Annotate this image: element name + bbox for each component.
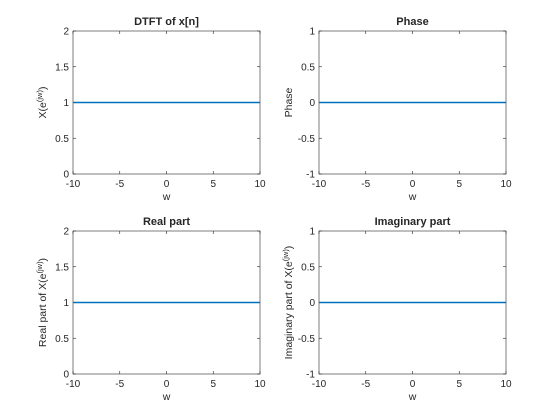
subplot-phase: Phase -10 -5 0 5 10 -1 -0.5 0 0.5 1 w Phase bbox=[283, 16, 512, 203]
y-tick-label: 2 bbox=[63, 27, 69, 38]
y-axis-label-base: X(e bbox=[37, 102, 49, 119]
x-tick-label: -10 bbox=[66, 379, 81, 390]
y-axis-label: X(e(jw)) bbox=[35, 87, 49, 119]
x-tick-label: 0 bbox=[164, 379, 170, 390]
y-axis-label: Imaginary part of X(e(jw)) bbox=[281, 246, 295, 360]
y-tick-label: 0 bbox=[309, 98, 315, 109]
y-axis-label-tail: ) bbox=[37, 258, 49, 262]
x-tick-label: 5 bbox=[210, 379, 216, 390]
y-tick-label: 0.5 bbox=[301, 262, 315, 273]
subplot-imaginary-part: Imaginary part -10 -5 0 5 10 -1 -0.5 0 0.5 1 w Imagi… bbox=[281, 216, 512, 403]
y-tick-label: 1.5 bbox=[55, 62, 69, 73]
y-tick-label: 0.5 bbox=[301, 62, 315, 73]
y-tick-label: -1 bbox=[306, 170, 315, 181]
x-tick-label: 0 bbox=[164, 179, 170, 190]
x-tick-label: 10 bbox=[500, 379, 512, 390]
y-tick-label: 2 bbox=[63, 227, 69, 238]
x-tick-label: 5 bbox=[210, 179, 216, 190]
x-tick-label: -5 bbox=[115, 179, 124, 190]
y-tick-label: -0.5 bbox=[298, 334, 316, 345]
y-axis-label-base: Real part of X(e bbox=[37, 273, 49, 347]
x-tick-label: -5 bbox=[115, 379, 124, 390]
chart-title: Real part bbox=[143, 216, 190, 228]
y-tick-label: 0 bbox=[63, 170, 69, 181]
y-axis-label-superscript: (jw) bbox=[35, 261, 44, 274]
x-tick-label: 5 bbox=[456, 379, 462, 390]
y-tick-label: 1 bbox=[63, 98, 69, 109]
y-tick-label: 1.5 bbox=[55, 262, 69, 273]
y-tick-label: 0.5 bbox=[55, 134, 69, 145]
x-tick-label: 0 bbox=[410, 379, 416, 390]
x-tick-label: 0 bbox=[410, 179, 416, 190]
x-tick-label: 5 bbox=[456, 179, 462, 190]
y-axis-label-tail: ) bbox=[37, 87, 49, 91]
x-tick-label: -10 bbox=[312, 179, 327, 190]
x-tick-label: 10 bbox=[254, 179, 266, 190]
x-tick-label: -10 bbox=[312, 379, 327, 390]
y-axis-label-base: Imaginary part of X(e bbox=[283, 261, 295, 359]
x-tick-label: -5 bbox=[361, 179, 370, 190]
y-tick-label: 0.5 bbox=[55, 334, 69, 345]
x-tick-label: -5 bbox=[361, 379, 370, 390]
y-tick-label: 1 bbox=[309, 27, 315, 38]
x-axis-label: w bbox=[162, 391, 171, 403]
x-axis-label: w bbox=[408, 391, 417, 403]
y-axis-label: Phase bbox=[283, 87, 295, 117]
chart-title: DTFT of x[n] bbox=[134, 16, 199, 28]
y-tick-label: -1 bbox=[306, 370, 315, 381]
x-tick-label: 10 bbox=[254, 379, 266, 390]
y-tick-label: -0.5 bbox=[298, 134, 316, 145]
subplot-dtft: DTFT of x[n] -10 -5 0 5 10 0 0.5 1 1.5 2 w X(e(jw)) bbox=[35, 16, 266, 203]
x-axis-label: w bbox=[408, 191, 417, 203]
y-axis-label-tail: ) bbox=[283, 246, 295, 250]
y-tick-label: 1 bbox=[309, 227, 315, 238]
y-tick-label: 0 bbox=[63, 370, 69, 381]
y-axis-label: Real part of X(e(jw)) bbox=[35, 258, 49, 347]
subplot-real-part: Real part -10 -5 0 5 10 0 0.5 1 1.5 2 w Real part of… bbox=[35, 216, 266, 403]
x-axis-label: w bbox=[162, 191, 171, 203]
y-axis-label-base: Phase bbox=[283, 87, 295, 117]
x-tick-label: -10 bbox=[66, 179, 81, 190]
chart-title: Phase bbox=[396, 16, 428, 28]
y-tick-label: 1 bbox=[63, 298, 69, 309]
y-axis-label-superscript: (jw) bbox=[281, 249, 290, 262]
x-tick-label: 10 bbox=[500, 179, 512, 190]
y-tick-label: 0 bbox=[309, 298, 315, 309]
chart-title: Imaginary part bbox=[375, 216, 451, 228]
y-axis-label-superscript: (jw) bbox=[35, 90, 44, 103]
